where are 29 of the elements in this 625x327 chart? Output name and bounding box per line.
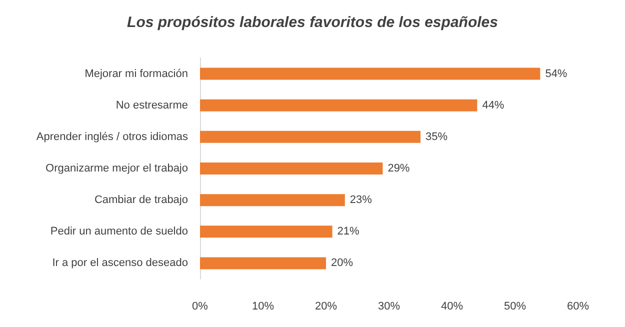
bar [200, 257, 326, 270]
data-label: 23% [350, 194, 372, 206]
data-label: 54% [545, 68, 568, 80]
y-tick-label: Organizarme mejor el trabajo [46, 162, 188, 174]
x-tick-label: 50% [504, 300, 526, 312]
x-tick-label: 60% [566, 300, 590, 312]
bar [200, 130, 420, 143]
y-tick-label: Pedir un aumento de sueldo [50, 226, 188, 238]
y-tick-label: Cambiar de trabajo [94, 194, 188, 206]
y-tick-label: Mejorar mi formación [84, 68, 188, 80]
data-label: 21% [337, 226, 360, 238]
y-tick-label: Aprender inglés / otros idiomas [36, 130, 188, 143]
bar [200, 226, 332, 238]
x-tick-label: 10% [252, 300, 274, 312]
data-label: 35% [426, 130, 448, 143]
y-tick-label: Ir a por el ascenso deseado [52, 257, 188, 270]
bar [200, 194, 345, 206]
bar [200, 68, 540, 80]
x-tick-label: 0% [192, 300, 208, 312]
data-label: 44% [482, 99, 504, 112]
data-label: 29% [388, 162, 410, 174]
y-tick-label: No estresarme [116, 99, 188, 112]
bar [200, 162, 383, 174]
chart-title: Los propósitos laborales favoritos de los españoles [127, 14, 498, 31]
x-tick-label: 40% [440, 300, 464, 312]
x-tick-label: 30% [378, 300, 400, 312]
bar [200, 99, 478, 112]
x-tick-label: 20% [314, 300, 338, 312]
data-label: 20% [331, 257, 354, 270]
